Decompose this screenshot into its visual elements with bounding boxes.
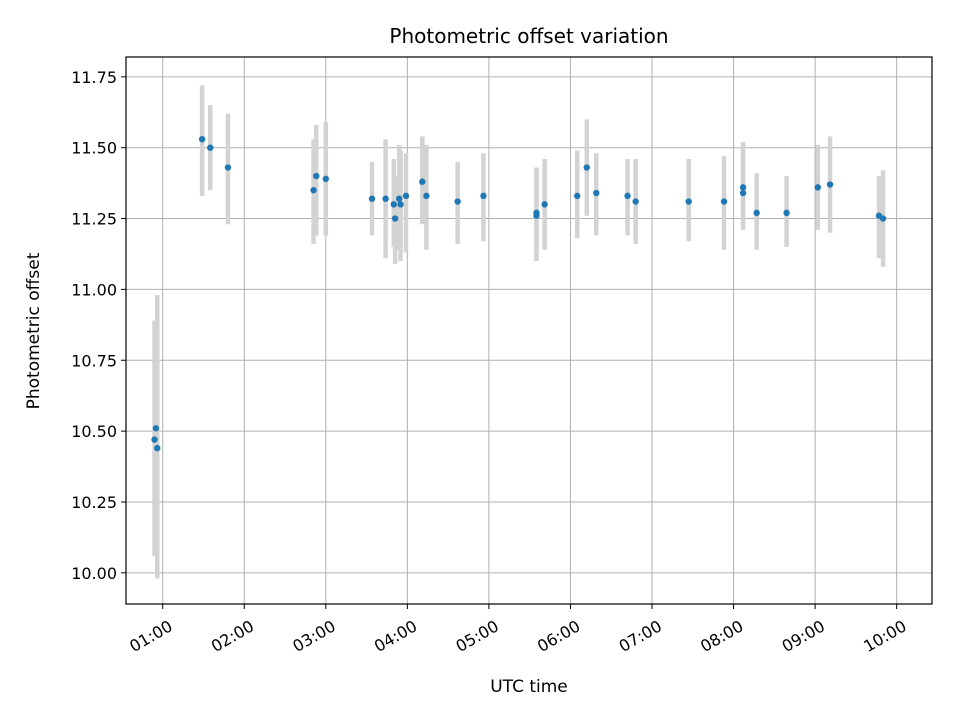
x-tick-label: 02:00 [208, 616, 257, 656]
data-point [395, 195, 403, 202]
y-tick-label: 11.25 [71, 210, 117, 229]
data-point [391, 215, 399, 222]
data-point [480, 192, 487, 200]
y-tick-label: 10.50 [71, 422, 117, 441]
data-points [151, 135, 887, 452]
x-tick-label: 08:00 [697, 616, 746, 656]
data-point [313, 172, 320, 180]
data-point [368, 195, 376, 202]
x-axis-title: UTC time [490, 677, 568, 697]
data-point [826, 181, 834, 188]
x-tick-label: 04:00 [371, 616, 420, 656]
data-point [624, 192, 631, 200]
y-tick-label: 10.00 [71, 564, 117, 583]
data-point [322, 175, 330, 183]
data-point [753, 209, 760, 217]
plot-area-frame [125, 56, 933, 605]
x-tick-label: 06:00 [534, 616, 583, 656]
data-point [593, 189, 600, 197]
x-tick-label: 01:00 [126, 616, 175, 656]
data-point [390, 201, 397, 208]
x-tick-label: 05:00 [452, 616, 501, 656]
data-point [574, 192, 581, 200]
data-point [198, 135, 206, 143]
data-point [720, 198, 728, 205]
data-point [632, 198, 639, 205]
data-point [224, 164, 232, 171]
data-point [397, 201, 404, 208]
error-bars [152, 85, 886, 579]
x-tick-label: 07:00 [616, 616, 665, 656]
data-point [541, 201, 548, 208]
data-point [154, 444, 161, 452]
data-point [814, 184, 822, 191]
data-point [454, 198, 461, 205]
x-tick-label: 03:00 [289, 616, 338, 656]
x-tick-label: 09:00 [779, 616, 828, 656]
data-point [583, 164, 590, 171]
data-point [402, 192, 410, 200]
y-tick-label: 11.50 [71, 139, 117, 158]
data-point [151, 436, 158, 443]
chart-title: Photometric offset variation [389, 24, 668, 48]
data-point [152, 425, 160, 432]
data-point [783, 209, 790, 217]
data-point [879, 215, 887, 222]
data-point [207, 144, 214, 151]
x-tick-label: 10:00 [860, 616, 909, 656]
data-point [685, 198, 692, 205]
data-point [533, 212, 540, 219]
data-point [382, 195, 389, 202]
x-axis-ticks: 01:00 02:00 03:00 04:00 05:00 06:00 07:00 08:00… [126, 604, 910, 656]
y-tick-label: 10.25 [71, 493, 117, 512]
data-point [310, 187, 317, 194]
data-point [423, 192, 430, 200]
data-point [739, 189, 747, 197]
data-point [419, 178, 426, 185]
y-axis-title: Photometric offset [24, 252, 44, 409]
y-tick-label: 11.00 [71, 280, 117, 299]
y-tick-label: 10.75 [71, 351, 117, 370]
grid [126, 57, 932, 604]
y-axis-ticks: 10.00 10.25 10.50 10.75 11.00 11.25 11.50 11.75 [71, 68, 126, 583]
data-point [739, 184, 747, 191]
y-tick-label: 11.75 [71, 68, 117, 87]
